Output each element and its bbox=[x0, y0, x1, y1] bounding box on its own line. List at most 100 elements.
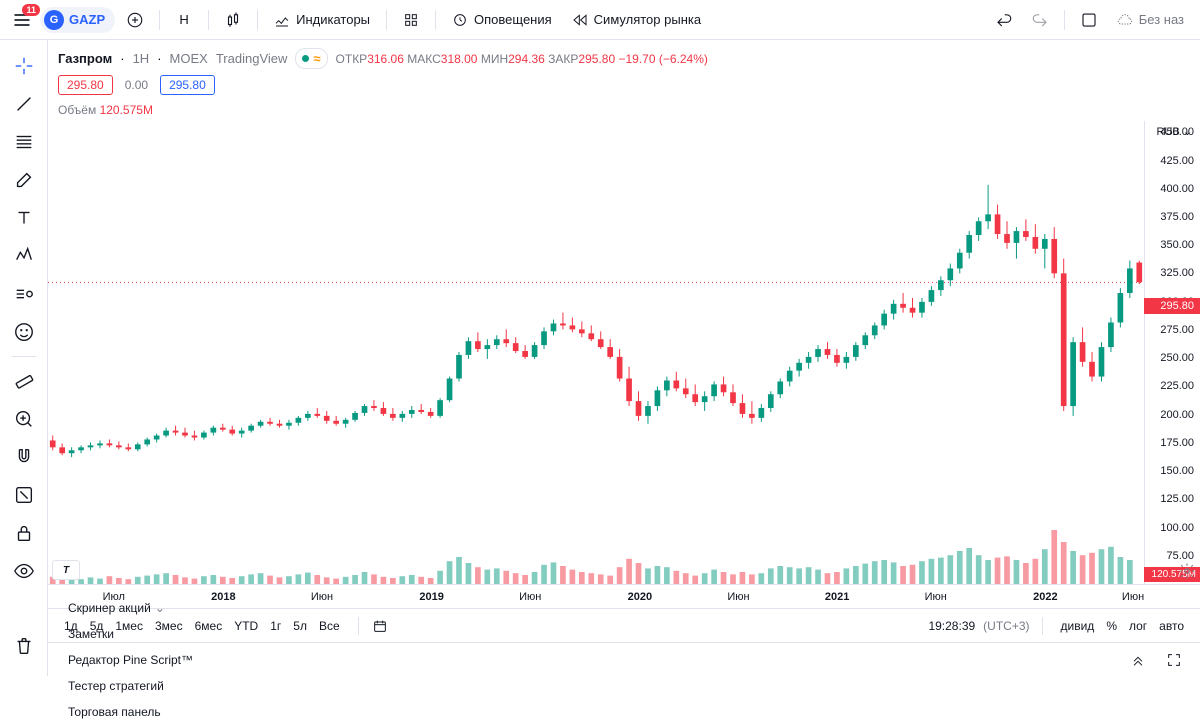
range-selector: 1д5д1мес3мес6месYTD1г5лВсе 19:28:39 (UTC… bbox=[48, 608, 1200, 642]
alerts-button[interactable]: Оповещения bbox=[444, 4, 560, 36]
add-symbol-button[interactable] bbox=[119, 4, 151, 36]
time-axis[interactable]: Июл2018Июн2019Июн2020Июн2021Июн2022Июн bbox=[48, 584, 1200, 608]
time-tick: 2018 bbox=[211, 591, 235, 603]
price-tick: 175.00 bbox=[1160, 437, 1194, 449]
current-price-label: 295.80 bbox=[1144, 298, 1200, 314]
market-status: ≈ bbox=[295, 48, 327, 69]
legend-tf: 1Н bbox=[133, 51, 150, 66]
timezone[interactable]: (UTC+3) bbox=[983, 619, 1029, 633]
bottom-tab[interactable]: Редактор Pine Script™ bbox=[58, 647, 203, 673]
spread: 0.00 bbox=[121, 76, 152, 94]
separator bbox=[159, 10, 160, 30]
notifications-badge: 11 bbox=[22, 4, 40, 16]
price-tick: 375.00 bbox=[1160, 211, 1194, 223]
time-tick: 2021 bbox=[825, 591, 849, 603]
bottom-panel-tabs: Скринер акций ⌄ЗаметкиРедактор Pine Scri… bbox=[48, 642, 1200, 676]
time-tick: Июн bbox=[1122, 591, 1144, 603]
panel-maximize-button[interactable] bbox=[1158, 644, 1190, 676]
legend-exchange: MOEX bbox=[170, 51, 208, 66]
magnet-tool[interactable] bbox=[6, 439, 42, 475]
axis-opt-дивид[interactable]: дивид bbox=[1055, 615, 1101, 637]
bottom-tab[interactable]: Торговая панель bbox=[58, 699, 203, 725]
price-tick: 275.00 bbox=[1160, 324, 1194, 336]
undo-button[interactable] bbox=[988, 4, 1020, 36]
price-tick: 425.00 bbox=[1160, 155, 1194, 167]
cross-tool[interactable] bbox=[6, 48, 42, 84]
price-tick: 350.00 bbox=[1160, 239, 1194, 251]
price-tick: 450.00 bbox=[1160, 126, 1194, 138]
stay-draw-tool[interactable] bbox=[6, 477, 42, 513]
ask-price[interactable]: 295.80 bbox=[160, 75, 215, 95]
volume-label: Объём bbox=[58, 103, 96, 117]
timeframe-button[interactable]: Н bbox=[168, 4, 200, 36]
chart-canvas[interactable]: RUB ⌄ 450.00425.00400.00375.00350.00325.… bbox=[48, 121, 1200, 584]
measure-tool[interactable] bbox=[6, 363, 42, 399]
price-tick: 125.00 bbox=[1160, 493, 1194, 505]
time-tick: 2020 bbox=[628, 591, 652, 603]
top-toolbar: 11 G GAZP Н Индикаторы Оповещения Симуля… bbox=[0, 0, 1200, 40]
zoom-tool[interactable] bbox=[6, 401, 42, 437]
emoji-tool[interactable] bbox=[6, 314, 42, 350]
indicators-button[interactable]: Индикаторы bbox=[266, 4, 378, 36]
price-tick: 225.00 bbox=[1160, 380, 1194, 392]
layout-button[interactable] bbox=[1073, 4, 1105, 36]
axis-opt-лог[interactable]: лог bbox=[1123, 615, 1153, 637]
fib-tool[interactable] bbox=[6, 124, 42, 160]
range-1г[interactable]: 1г bbox=[264, 615, 287, 637]
trend-line-tool[interactable] bbox=[6, 86, 42, 122]
price-tick: 400.00 bbox=[1160, 183, 1194, 195]
alert-icon bbox=[452, 12, 468, 28]
bid-price[interactable]: 295.80 bbox=[58, 75, 113, 95]
range-5л[interactable]: 5л bbox=[287, 615, 313, 637]
axis-opt-авто[interactable]: авто bbox=[1153, 615, 1190, 637]
tradingview-logo: T bbox=[52, 560, 80, 580]
symbol-search[interactable]: G GAZP bbox=[40, 7, 115, 33]
separator bbox=[1064, 10, 1065, 30]
cloud-icon bbox=[1117, 12, 1133, 28]
bottom-tab[interactable]: Тестер стратегий bbox=[58, 673, 203, 699]
menu-button[interactable]: 11 bbox=[8, 6, 36, 34]
patterns-tool[interactable] bbox=[6, 238, 42, 274]
separator bbox=[257, 10, 258, 30]
price-tick: 200.00 bbox=[1160, 409, 1194, 421]
panel-collapse-button[interactable] bbox=[1122, 644, 1154, 676]
rewind-icon bbox=[572, 12, 588, 28]
separator bbox=[208, 10, 209, 30]
ohlc-readout: ОТКР316.06 МАКС318.00 МИН294.36 ЗАКР295.… bbox=[336, 52, 708, 66]
price-axis[interactable]: RUB ⌄ 450.00425.00400.00375.00350.00325.… bbox=[1144, 121, 1200, 584]
forecast-tool[interactable] bbox=[6, 276, 42, 312]
chart-legend: Газпром · 1Н · MOEX TradingView ≈ ОТКР31… bbox=[48, 40, 1200, 121]
legend-provider: TradingView bbox=[216, 51, 288, 66]
time-tick: Июл bbox=[103, 591, 125, 603]
text-tool[interactable] bbox=[6, 200, 42, 236]
symbol-name: Газпром bbox=[58, 51, 112, 66]
bottom-tab[interactable]: Заметки bbox=[58, 621, 203, 647]
replay-button[interactable]: Симулятор рынка bbox=[564, 4, 709, 36]
volume-value: 120.575M bbox=[100, 103, 153, 117]
price-tick: 100.00 bbox=[1160, 522, 1194, 534]
chart-pane: Газпром · 1Н · MOEX TradingView ≈ ОТКР31… bbox=[48, 40, 1200, 676]
indicators-icon bbox=[274, 12, 290, 28]
chart-settings-icon[interactable] bbox=[1178, 562, 1196, 580]
redo-button[interactable] bbox=[1024, 4, 1056, 36]
brush-tool[interactable] bbox=[6, 162, 42, 198]
range-YTD[interactable]: YTD bbox=[228, 615, 264, 637]
symbol-label: GAZP bbox=[69, 12, 105, 27]
save-layout-button[interactable]: Без наз bbox=[1109, 4, 1192, 36]
time-tick: 2022 bbox=[1033, 591, 1057, 603]
separator bbox=[435, 10, 436, 30]
price-tick: 325.00 bbox=[1160, 267, 1194, 279]
price-tick: 75.00 bbox=[1166, 550, 1194, 562]
range-Все[interactable]: Все bbox=[313, 615, 346, 637]
time-tick: Июн bbox=[519, 591, 541, 603]
goto-date-button[interactable] bbox=[371, 617, 389, 635]
candles-style-button[interactable] bbox=[217, 4, 249, 36]
hide-tool[interactable] bbox=[6, 553, 42, 589]
price-chart-svg bbox=[48, 121, 1200, 584]
price-tick: 250.00 bbox=[1160, 352, 1194, 364]
axis-opt-%[interactable]: % bbox=[1100, 615, 1123, 637]
templates-button[interactable] bbox=[395, 4, 427, 36]
price-tick: 150.00 bbox=[1160, 465, 1194, 477]
trash-tool[interactable] bbox=[6, 628, 42, 664]
lock-tool[interactable] bbox=[6, 515, 42, 551]
